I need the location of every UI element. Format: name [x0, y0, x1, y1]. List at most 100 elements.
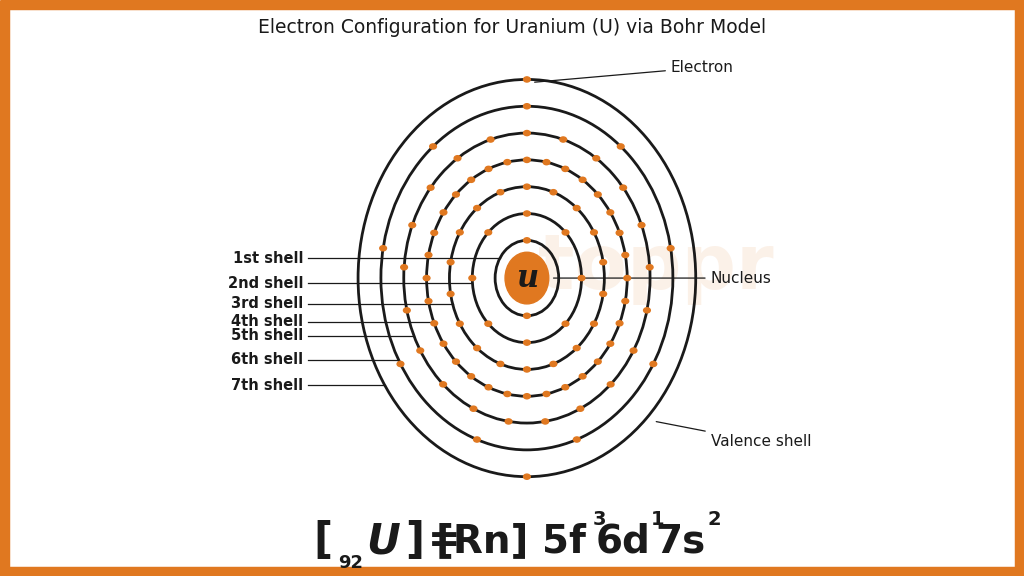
- Ellipse shape: [523, 313, 530, 319]
- Ellipse shape: [447, 260, 454, 265]
- Ellipse shape: [560, 137, 566, 142]
- Ellipse shape: [431, 321, 437, 326]
- Ellipse shape: [607, 382, 614, 387]
- Ellipse shape: [425, 252, 432, 257]
- Ellipse shape: [523, 393, 530, 399]
- Ellipse shape: [505, 252, 549, 304]
- Ellipse shape: [470, 406, 477, 411]
- Text: Electron Configuration for Uranium (U) via Bohr Model: Electron Configuration for Uranium (U) v…: [258, 18, 766, 37]
- Ellipse shape: [617, 144, 624, 149]
- Ellipse shape: [468, 177, 474, 183]
- Ellipse shape: [468, 374, 474, 379]
- Ellipse shape: [620, 185, 627, 190]
- Ellipse shape: [562, 321, 569, 326]
- Ellipse shape: [624, 275, 631, 281]
- Ellipse shape: [380, 245, 386, 251]
- Text: U: U: [366, 520, 399, 562]
- Text: 5f: 5f: [542, 522, 586, 560]
- Ellipse shape: [474, 437, 480, 442]
- Ellipse shape: [474, 206, 480, 211]
- Text: 2: 2: [708, 510, 721, 529]
- Ellipse shape: [431, 230, 437, 236]
- Ellipse shape: [427, 185, 434, 190]
- Ellipse shape: [600, 260, 606, 265]
- Ellipse shape: [650, 361, 656, 366]
- Ellipse shape: [542, 419, 549, 424]
- Ellipse shape: [523, 367, 530, 372]
- Ellipse shape: [523, 77, 530, 82]
- Ellipse shape: [440, 341, 446, 346]
- Ellipse shape: [455, 156, 461, 161]
- Ellipse shape: [485, 230, 492, 235]
- Ellipse shape: [607, 341, 613, 346]
- Ellipse shape: [423, 275, 430, 281]
- Ellipse shape: [425, 298, 432, 304]
- Ellipse shape: [447, 291, 454, 297]
- Ellipse shape: [573, 346, 580, 351]
- Ellipse shape: [497, 190, 504, 195]
- Ellipse shape: [622, 298, 629, 304]
- Ellipse shape: [607, 210, 613, 215]
- Ellipse shape: [400, 264, 408, 270]
- Ellipse shape: [487, 137, 494, 142]
- Ellipse shape: [505, 419, 512, 424]
- Text: 6d: 6d: [596, 522, 650, 560]
- Ellipse shape: [591, 321, 597, 327]
- Ellipse shape: [417, 348, 424, 353]
- Ellipse shape: [403, 308, 411, 313]
- Text: =: =: [428, 522, 461, 560]
- Ellipse shape: [591, 230, 597, 235]
- Text: 2nd shell: 2nd shell: [228, 275, 303, 290]
- Text: 5th shell: 5th shell: [231, 328, 303, 343]
- Ellipse shape: [474, 346, 480, 351]
- Ellipse shape: [430, 144, 436, 149]
- Text: toppr: toppr: [539, 231, 774, 305]
- Ellipse shape: [523, 104, 530, 109]
- Text: 6th shell: 6th shell: [231, 352, 303, 367]
- Ellipse shape: [543, 392, 550, 396]
- Ellipse shape: [523, 238, 530, 243]
- Ellipse shape: [409, 222, 416, 228]
- Ellipse shape: [523, 131, 530, 136]
- Text: 3rd shell: 3rd shell: [231, 297, 303, 312]
- Ellipse shape: [577, 406, 584, 411]
- Ellipse shape: [593, 156, 600, 161]
- Ellipse shape: [523, 184, 530, 190]
- Ellipse shape: [644, 308, 650, 313]
- Text: 3: 3: [593, 510, 606, 529]
- Ellipse shape: [630, 348, 637, 353]
- Ellipse shape: [646, 264, 653, 270]
- Ellipse shape: [453, 192, 460, 197]
- Ellipse shape: [543, 160, 550, 165]
- Ellipse shape: [457, 230, 463, 235]
- Text: Electron: Electron: [535, 60, 734, 82]
- Text: 4th shell: 4th shell: [231, 314, 303, 329]
- Ellipse shape: [440, 210, 446, 215]
- Ellipse shape: [573, 206, 580, 211]
- Ellipse shape: [485, 321, 492, 326]
- Ellipse shape: [573, 437, 581, 442]
- Text: 1: 1: [651, 510, 665, 529]
- Ellipse shape: [616, 321, 623, 326]
- Ellipse shape: [595, 359, 601, 364]
- Ellipse shape: [504, 160, 511, 165]
- Text: 7th shell: 7th shell: [231, 378, 303, 393]
- Ellipse shape: [397, 361, 403, 366]
- Ellipse shape: [457, 321, 463, 327]
- Ellipse shape: [504, 392, 511, 396]
- Ellipse shape: [485, 385, 492, 390]
- Ellipse shape: [562, 385, 568, 390]
- Text: Nucleus: Nucleus: [554, 271, 771, 286]
- Text: 1st shell: 1st shell: [232, 251, 303, 266]
- Ellipse shape: [523, 157, 530, 162]
- Ellipse shape: [439, 382, 446, 387]
- Ellipse shape: [523, 474, 530, 479]
- Ellipse shape: [550, 361, 557, 366]
- Ellipse shape: [469, 275, 475, 281]
- Ellipse shape: [453, 359, 460, 364]
- Text: [: [: [313, 520, 333, 562]
- Text: 92: 92: [339, 554, 364, 572]
- Text: u: u: [516, 263, 538, 294]
- Ellipse shape: [550, 190, 557, 195]
- Ellipse shape: [562, 230, 569, 235]
